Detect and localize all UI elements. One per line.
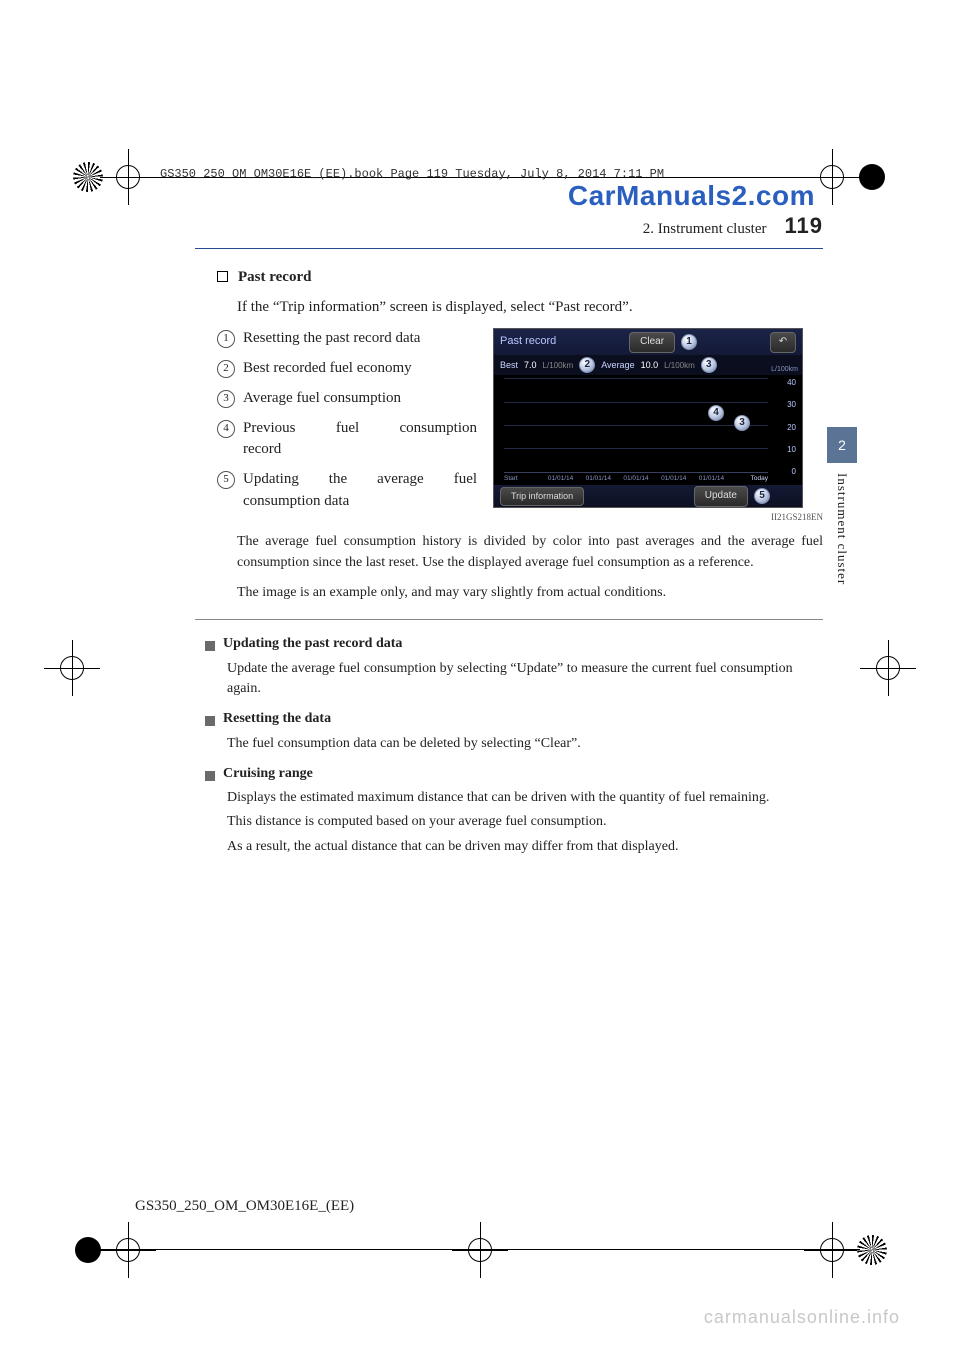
callout-3b: 3 [734,415,750,431]
regmark-bot-left-cross [100,1222,156,1278]
note-cruise-body-2: This distance is computed based on your … [227,812,823,832]
callout-2: 2 [579,357,595,373]
callout-3: 3 [701,357,717,373]
desc-paragraph-1: The average fuel consumption history is … [237,532,823,573]
figure-id: II21GS218EN [493,511,823,524]
note-heading-updating: Updating the past record data [205,634,823,654]
fig-chart: 4 3 [504,379,768,473]
fig-avg-label: Average [601,359,634,372]
notes-section: Updating the past record data Update the… [205,634,823,857]
square-bullet-filled-icon [205,771,215,781]
callout-5: 5 [754,488,770,504]
note-reset-body: The fuel consumption data can be deleted… [227,734,823,754]
regmark-bot-center [452,1222,508,1278]
square-bullet-filled-icon [205,716,215,726]
fig-yaxis: 40 30 20 10 0 [787,377,796,477]
page-content: 2. Instrument cluster 119 Past record If… [195,210,823,857]
fig-best-value: 7.0 [524,359,537,372]
print-header: GS350_250_OM_OM30E16E_(EE).book Page 119… [160,167,664,181]
section-header: 2. Instrument cluster 119 [195,210,823,249]
regmark-right-mid [860,640,916,696]
fig-yunit: L/100km [771,365,798,375]
circled-number-icon: 1 [217,330,235,348]
note-cruise-title: Cruising range [223,764,313,784]
fig-legend: Best 7.0 L/100km 2 Average 10.0 L/100km … [494,355,802,375]
side-tab-label: Instrument cluster [834,473,850,585]
desc-paragraph-2: The image is an example only, and may va… [237,583,823,603]
side-tab-number: 2 [827,427,857,463]
item-2: 2 Best recorded fuel economy [217,358,477,380]
watermark-bottom: carmanualsonline.info [704,1307,900,1328]
fig-clear-button: Clear [629,332,675,353]
fig-update-button: Update [694,486,748,507]
item-2-text: Best recorded fuel economy [243,358,477,380]
item-1-text: Resetting the past record data [243,328,477,350]
page-number: 119 [785,210,824,242]
figure-wrap: Past record Clear 1 ↶ Best 7.0 L/100km 2… [493,328,823,524]
side-tab: 2 Instrument cluster [827,427,857,585]
section-separator [195,619,823,620]
item-4-text: Previous fuel consumption record [243,418,477,462]
watermark-top: CarManuals2.com [568,180,815,212]
item-3: 3 Average fuel consumption [217,388,477,410]
past-record-intro: If the “Trip information” screen is disp… [237,297,823,319]
note-reset-title: Resetting the data [223,709,331,729]
note-heading-reset: Resetting the data [205,709,823,729]
section-title: 2. Instrument cluster [643,219,767,241]
item-4: 4 Previous fuel consumption record [217,418,477,462]
crop-line-bottom [100,1249,860,1250]
fig-unit-2: L/100km [664,360,695,372]
fig-unit-1: L/100km [543,360,574,372]
regmark-left-mid [44,640,100,696]
circled-number-icon: 3 [217,390,235,408]
note-updating-title: Updating the past record data [223,634,402,654]
fig-botbar: Trip information Update 5 [494,485,802,507]
item-1: 1 Resetting the past record data [217,328,477,350]
fig-title: Past record [500,334,556,350]
past-record-title: Past record [238,267,311,289]
circled-number-icon: 2 [217,360,235,378]
circled-number-icon: 5 [217,471,235,489]
item-5: 5 Updating the average fuel consumption … [217,469,477,513]
note-updating-body: Update the average fuel consumption by s… [227,659,823,700]
past-record-heading: Past record [217,267,823,289]
square-bullet-icon [217,271,228,282]
note-heading-cruise: Cruising range [205,764,823,784]
callout-4: 4 [708,405,724,421]
fig-xaxis: Start 01/01/14 01/01/14 01/01/14 01/01/1… [504,474,768,483]
callout-1: 1 [681,334,697,350]
past-record-screen-figure: Past record Clear 1 ↶ Best 7.0 L/100km 2… [493,328,803,508]
item-3-text: Average fuel consumption [243,388,477,410]
item-5-text: Updating the average fuel consumption da… [243,469,477,513]
note-cruise-body-1: Displays the estimated maximum distance … [227,788,823,808]
fig-back-button: ↶ [770,332,796,353]
fig-best-label: Best [500,359,518,372]
description-block: The average fuel consumption history is … [237,532,823,603]
footer-code: GS350_250_OM_OM30E16E_(EE) [135,1198,354,1215]
fig-avg-value: 10.0 [641,359,659,372]
fig-trip-info-button: Trip information [500,487,584,506]
note-cruise-body-3: As a result, the actual distance that ca… [227,837,823,857]
square-bullet-filled-icon [205,641,215,651]
numbered-items: 1 Resetting the past record data 2 Best … [217,328,477,524]
fig-topbar: Past record Clear 1 ↶ [494,329,802,355]
circled-number-icon: 4 [217,420,235,438]
regmark-bot-right [844,1222,900,1278]
